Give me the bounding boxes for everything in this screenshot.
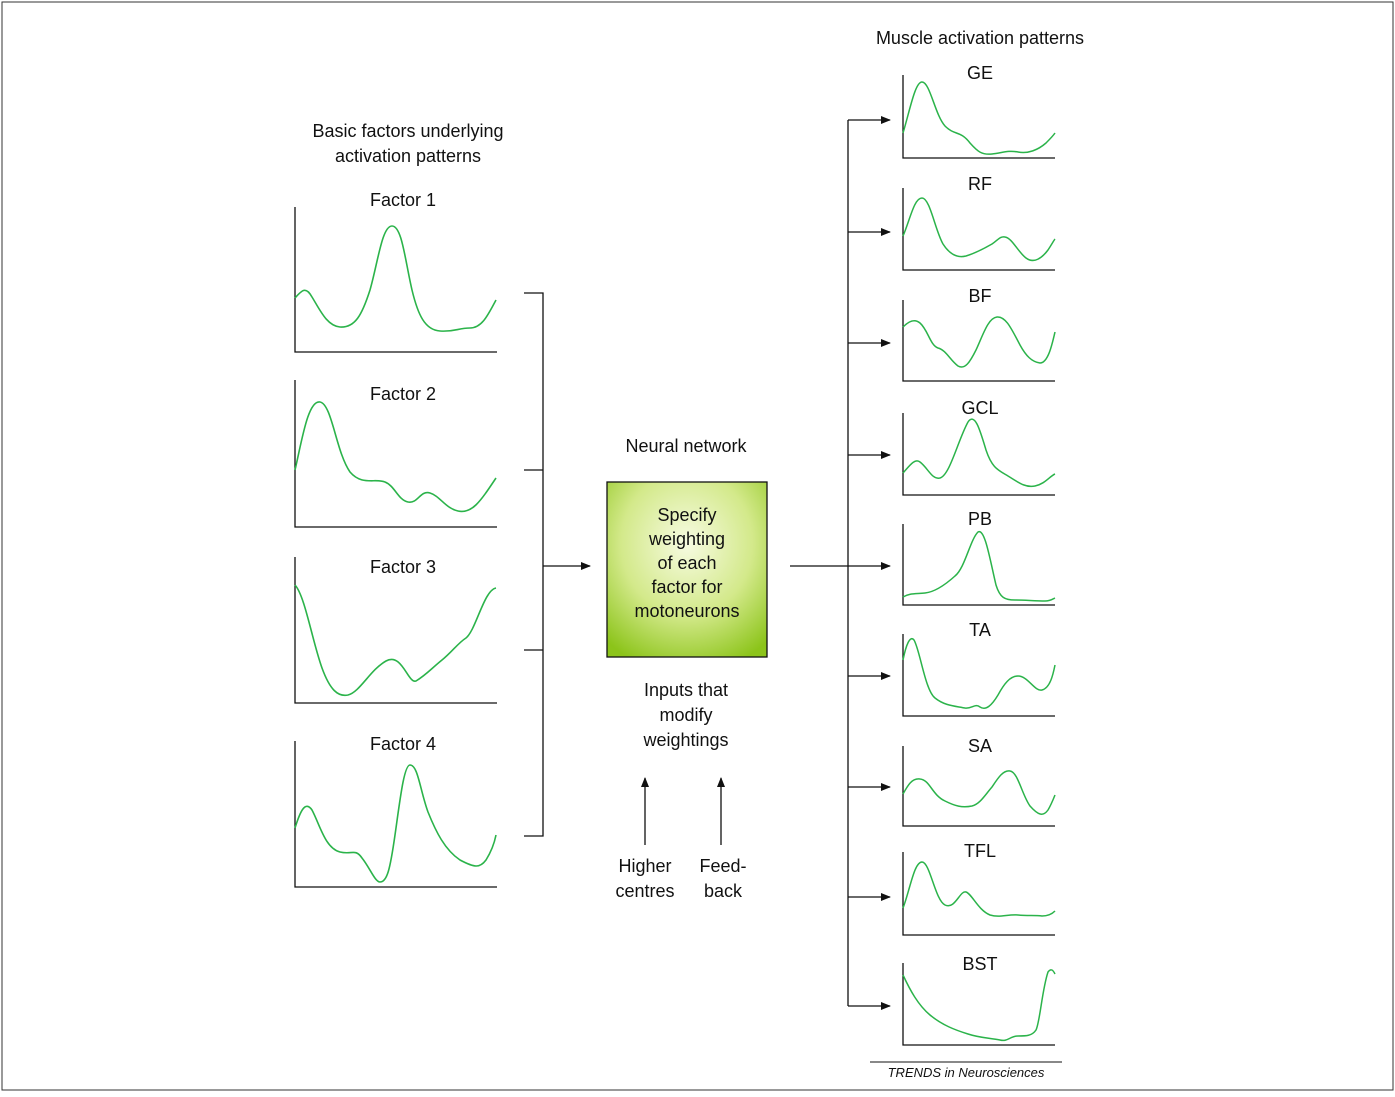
- muscle-panel-gcl: GCL: [902, 398, 1056, 496]
- muscle-trace: [902, 969, 1056, 1042]
- muscle-trace: [902, 531, 1056, 602]
- factor-panel-4: Factor 4: [294, 734, 497, 888]
- network-title: Neural network: [625, 436, 747, 456]
- muscle-axes: [902, 75, 1055, 159]
- network-box-line-4: factor for: [651, 577, 722, 597]
- muscle-panel-sa: SA: [902, 736, 1056, 827]
- factor-label: Factor 2: [370, 384, 436, 404]
- factor-panel-1: Factor 1: [294, 190, 497, 353]
- network-box: [606, 481, 768, 658]
- muscle-trace: [902, 316, 1056, 368]
- muscle-trace: [902, 418, 1056, 488]
- factor-axes: [294, 380, 497, 528]
- network-box-line-2: weighting: [648, 529, 725, 549]
- higher-centres-line-2: centres: [615, 881, 674, 901]
- inputs-line-3: weightings: [642, 730, 728, 750]
- left-heading-line-1: Basic factors underlying: [312, 121, 503, 141]
- muscle-trace: [902, 81, 1056, 155]
- muscle-panel-pb: PB: [902, 509, 1056, 606]
- muscle-label: GCL: [961, 398, 998, 418]
- muscle-panel-rf: RF: [902, 174, 1056, 271]
- network-box-line-5: motoneurons: [634, 601, 739, 621]
- network-box-line-3: of each: [657, 553, 716, 573]
- muscle-label: GE: [967, 63, 993, 83]
- muscle-label: RF: [968, 174, 992, 194]
- muscle-panel-ta: TA: [902, 620, 1056, 717]
- muscle-label: PB: [968, 509, 992, 529]
- network-box-line-1: Specify: [657, 505, 716, 525]
- factor-label: Factor 4: [370, 734, 436, 754]
- feedback-line-2: back: [704, 881, 743, 901]
- factor-label: Factor 3: [370, 557, 436, 577]
- muscle-axes: [902, 746, 1055, 827]
- muscle-trace: [902, 770, 1056, 815]
- muscle-label: BF: [968, 286, 991, 306]
- inputs-line-1: Inputs that: [644, 680, 728, 700]
- factor-bracket: [524, 292, 544, 837]
- factor-panel-3: Factor 3: [294, 557, 497, 704]
- muscle-axes: [902, 963, 1055, 1046]
- factor-label: Factor 1: [370, 190, 436, 210]
- journal-credit: TRENDS in Neurosciences: [888, 1065, 1045, 1080]
- factor-trace: [294, 401, 497, 513]
- muscle-axes: [902, 634, 1055, 717]
- muscle-trace: [902, 861, 1056, 917]
- feedback-line-1: Feed-: [699, 856, 746, 876]
- muscle-panel-ge: GE: [902, 63, 1056, 159]
- higher-centres-line-1: Higher: [618, 856, 671, 876]
- muscle-label: SA: [968, 736, 992, 756]
- muscle-label: BST: [962, 954, 997, 974]
- muscle-axes: [902, 300, 1055, 382]
- factor-axes: [294, 741, 497, 888]
- factor-trace: [294, 225, 497, 332]
- factor-trace: [294, 764, 497, 883]
- muscle-panel-tfl: TFL: [902, 841, 1056, 936]
- muscle-axes: [902, 852, 1055, 936]
- factor-trace: [294, 584, 497, 697]
- muscle-label: TA: [969, 620, 991, 640]
- factor-axes: [294, 207, 497, 353]
- right-heading: Muscle activation patterns: [876, 28, 1084, 48]
- muscle-trace: [902, 197, 1056, 262]
- muscle-panel-bst: BST: [902, 954, 1056, 1046]
- muscle-axes: [902, 188, 1055, 271]
- muscle-panel-bf: BF: [902, 286, 1056, 382]
- left-heading-line-2: activation patterns: [335, 146, 481, 166]
- muscle-axes: [902, 413, 1055, 496]
- factor-panel-2: Factor 2: [294, 380, 497, 528]
- muscle-axes: [902, 524, 1055, 606]
- muscle-label: TFL: [964, 841, 996, 861]
- inputs-line-2: modify: [659, 705, 712, 725]
- factor-axes: [294, 557, 497, 704]
- muscle-trace: [902, 638, 1056, 709]
